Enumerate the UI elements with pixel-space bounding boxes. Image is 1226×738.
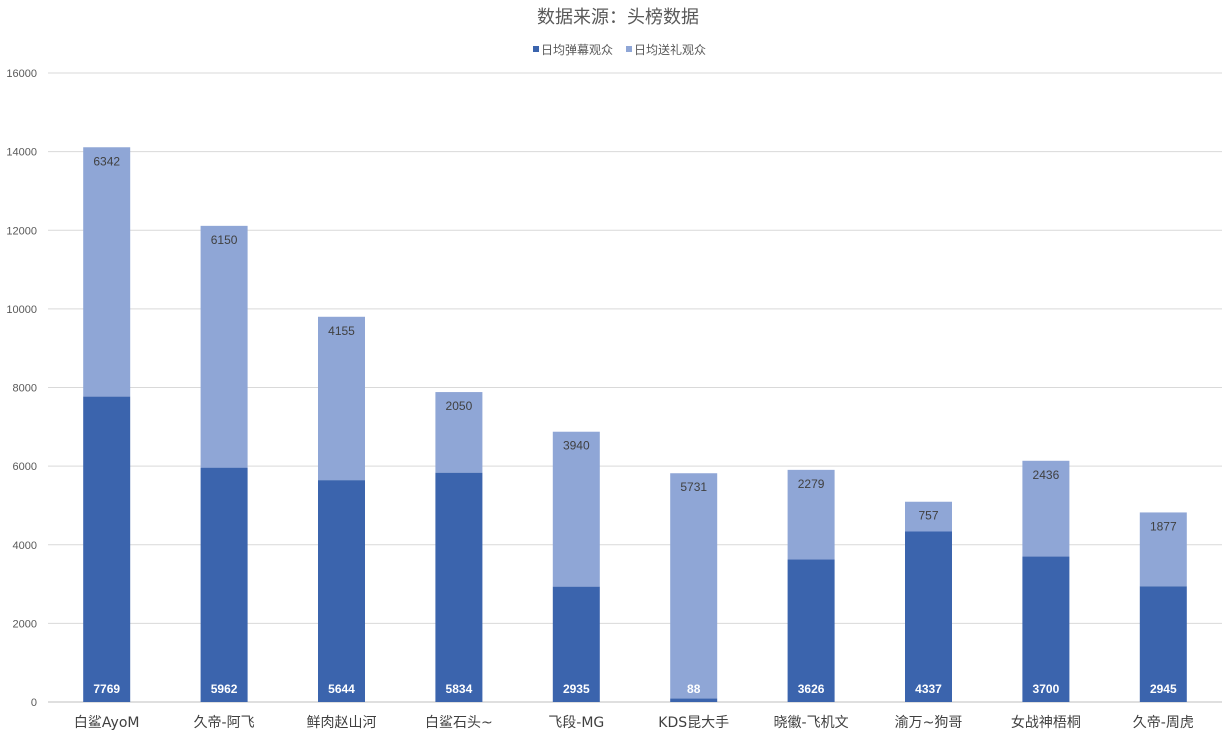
bar-segment-series-2 xyxy=(200,225,248,468)
bar-segment-series-1 xyxy=(83,396,131,702)
bar-segment-series-2 xyxy=(1022,460,1070,557)
y-tick-label: 10000 xyxy=(6,304,37,316)
data-label-series-2: 4155 xyxy=(328,324,355,338)
data-label-series-1: 2935 xyxy=(563,682,590,696)
bar-segment-series-2 xyxy=(905,501,952,532)
data-label-series-2: 5731 xyxy=(680,480,707,494)
legend-label: 日均弹幕观众 xyxy=(541,43,613,57)
bar-segment-series-1 xyxy=(670,698,718,702)
data-label-series-2: 1877 xyxy=(1150,519,1177,533)
bar-segment-series-1 xyxy=(318,480,365,702)
legend-swatch xyxy=(533,46,539,52)
bar-segment-series-1 xyxy=(1139,586,1187,702)
bar-segment-series-2 xyxy=(318,316,365,481)
x-tick-label: 晓徽-飞机文 xyxy=(774,715,849,731)
bar-segment-series-1 xyxy=(905,531,952,702)
x-axis: 白鲨AyoM 久帝-阿飞 鲜肉赵山河 白鲨石头~ 飞段-MG KDS昆大手 晓徽-飞机文 渝万… xyxy=(74,714,1194,731)
x-tick-label: 久帝-周虎 xyxy=(1133,715,1194,731)
data-label-series-2: 3940 xyxy=(563,439,590,453)
y-tick-label: 0 xyxy=(31,697,37,709)
legend-swatch xyxy=(626,46,632,52)
data-label-series-1: 5644 xyxy=(328,682,355,696)
y-tick-label: 8000 xyxy=(13,383,37,395)
bars xyxy=(83,147,1187,702)
x-tick-label: KDS昆大手 xyxy=(658,715,729,731)
data-label-series-2: 2436 xyxy=(1033,468,1060,482)
bar-segment-series-2 xyxy=(83,147,131,397)
bar-segment-series-2 xyxy=(787,469,835,560)
data-label-series-1: 4337 xyxy=(915,682,942,696)
y-tick-label: 2000 xyxy=(13,618,37,630)
bar-segment-series-2 xyxy=(670,473,718,699)
data-label-series-1: 5962 xyxy=(211,682,238,696)
y-tick-label: 12000 xyxy=(6,225,37,237)
y-tick-label: 4000 xyxy=(13,540,37,552)
data-label-series-2: 757 xyxy=(918,509,938,523)
bar-segment-series-1 xyxy=(552,586,600,702)
x-tick-label: 白鲨AyoM xyxy=(74,715,140,731)
data-labels: 7769 6342 5962 6150 5644 4155 5834 2050 2935 3940… xyxy=(93,154,1177,696)
data-label-series-1: 5834 xyxy=(446,682,473,696)
bar-segment-series-2 xyxy=(435,392,483,473)
legend: 日均弹幕观众 日均送礼观众 xyxy=(533,42,706,57)
y-tick-label: 14000 xyxy=(6,147,37,159)
data-label-series-1: 3700 xyxy=(1033,682,1060,696)
data-label-series-2: 2050 xyxy=(446,399,473,413)
bar-segment-series-2 xyxy=(552,431,600,587)
x-tick-label: 飞段-MG xyxy=(548,715,604,731)
x-tick-label: 久帝-阿飞 xyxy=(194,715,255,731)
y-axis: 0 2000 4000 6000 8000 10000 12000 14000 16000 xyxy=(6,68,37,709)
y-tick-label: 6000 xyxy=(13,461,37,473)
bar-segment-series-1 xyxy=(200,467,248,702)
x-tick-label: 女战神梧桐 xyxy=(1011,714,1081,731)
data-label-series-1: 88 xyxy=(687,682,701,696)
x-tick-label: 鲜肉赵山河 xyxy=(307,715,377,731)
bar-segment-series-1 xyxy=(787,559,835,702)
data-label-series-2: 6342 xyxy=(93,154,120,168)
bar-segment-series-2 xyxy=(1139,512,1187,587)
data-label-series-1: 3626 xyxy=(798,682,825,696)
legend-label: 日均送礼观众 xyxy=(634,42,706,57)
data-label-series-2: 6150 xyxy=(211,233,238,247)
x-tick-label: 白鲨石头~ xyxy=(425,715,493,731)
y-tick-label: 16000 xyxy=(6,68,37,80)
data-label-series-1: 2945 xyxy=(1150,682,1177,696)
x-tick-label: 渝万~狗哥 xyxy=(895,715,963,731)
data-label-series-1: 7769 xyxy=(93,682,120,696)
bar-segment-series-1 xyxy=(1022,556,1070,702)
bar-segment-series-1 xyxy=(435,472,483,702)
data-label-series-2: 2279 xyxy=(798,477,825,491)
chart-title: 数据来源：头榜数据 xyxy=(537,7,699,28)
